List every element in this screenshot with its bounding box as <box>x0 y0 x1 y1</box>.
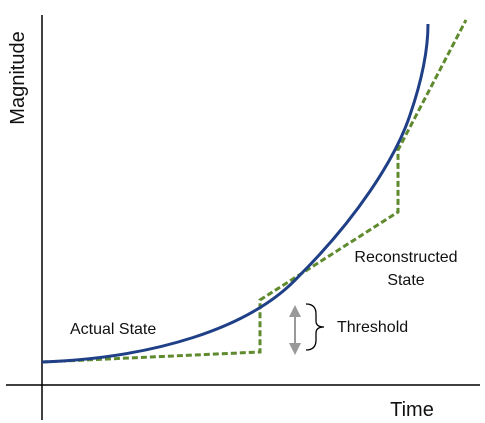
actual-state-curve <box>41 23 430 364</box>
threshold-brace <box>305 303 325 351</box>
actual-state-label: Actual State <box>70 321 156 338</box>
reconstructed-state-label-line2: State <box>387 272 424 289</box>
reconstructed-state-label-line1: Reconstructed <box>354 249 457 266</box>
threshold-label: Threshold <box>337 319 408 336</box>
x-axis-label: Time <box>390 399 434 421</box>
y-axis-label: Magnitude <box>7 31 29 124</box>
reconstructed-state-line <box>41 19 468 364</box>
